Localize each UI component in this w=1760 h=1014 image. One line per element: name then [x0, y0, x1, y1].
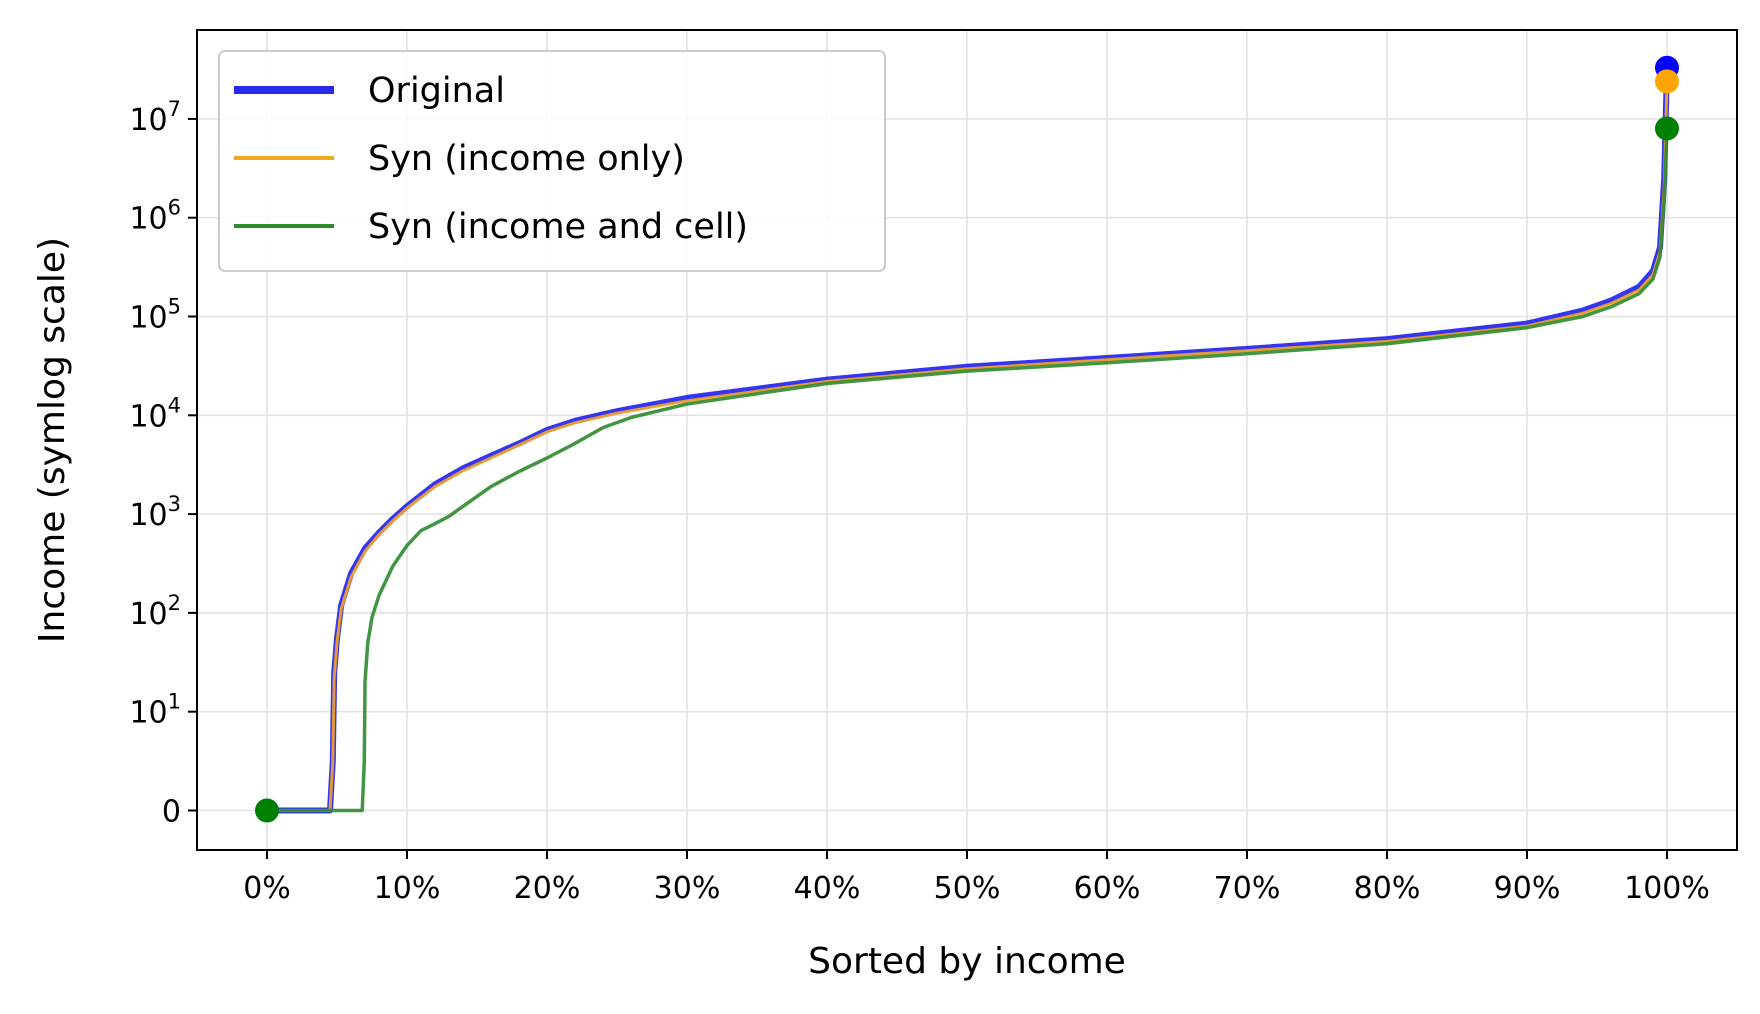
legend: Original Syn (income only) Syn (income and…	[218, 50, 886, 272]
legend-label: Syn (income only)	[368, 139, 685, 179]
x-tick-label: 80%	[1354, 871, 1421, 906]
x-tick-label: 10%	[374, 871, 441, 906]
y-tick-label: 107	[129, 97, 181, 138]
x-tick-label: 50%	[934, 871, 1001, 906]
x-tick-label: 40%	[794, 871, 861, 906]
series-lines	[267, 67, 1670, 814]
x-tick-label: 30%	[654, 871, 721, 906]
y-tick-label: 0	[162, 794, 181, 829]
x-tick-label: 60%	[1074, 871, 1141, 906]
endpoint-markers	[255, 55, 1679, 823]
endpoint-marker	[1655, 116, 1679, 141]
legend-label: Syn (income and cell)	[368, 207, 748, 247]
y-tick-label: 105	[129, 295, 181, 336]
x-tick-label: 70%	[1214, 871, 1281, 906]
y-tick-label: 102	[129, 591, 181, 632]
y-tick-label: 104	[129, 393, 181, 434]
y-axis-ticks: 0 101 102 103 104 105 106 107	[129, 97, 197, 829]
y-axis-label: Income (symlog scale)	[32, 237, 73, 643]
x-axis-ticks: 0% 10% 20% 30% 40% 50% 60% 70% 80% 90% 100%	[243, 850, 1710, 906]
x-tick-label: 90%	[1494, 871, 1561, 906]
x-tick-label: 0%	[243, 871, 291, 906]
endpoint-marker	[255, 798, 279, 823]
y-tick-label: 106	[129, 196, 181, 237]
legend-label: Original	[368, 71, 505, 111]
x-tick-label: 100%	[1624, 871, 1710, 906]
series-line-2	[267, 128, 1669, 813]
x-axis-label: Sorted by income	[808, 941, 1126, 982]
endpoint-marker	[1655, 69, 1679, 94]
legend-box	[218, 50, 886, 272]
series-line-1	[267, 81, 1669, 812]
y-tick-label: 103	[129, 492, 181, 533]
y-tick-label: 101	[129, 690, 181, 731]
x-tick-label: 20%	[514, 871, 581, 906]
